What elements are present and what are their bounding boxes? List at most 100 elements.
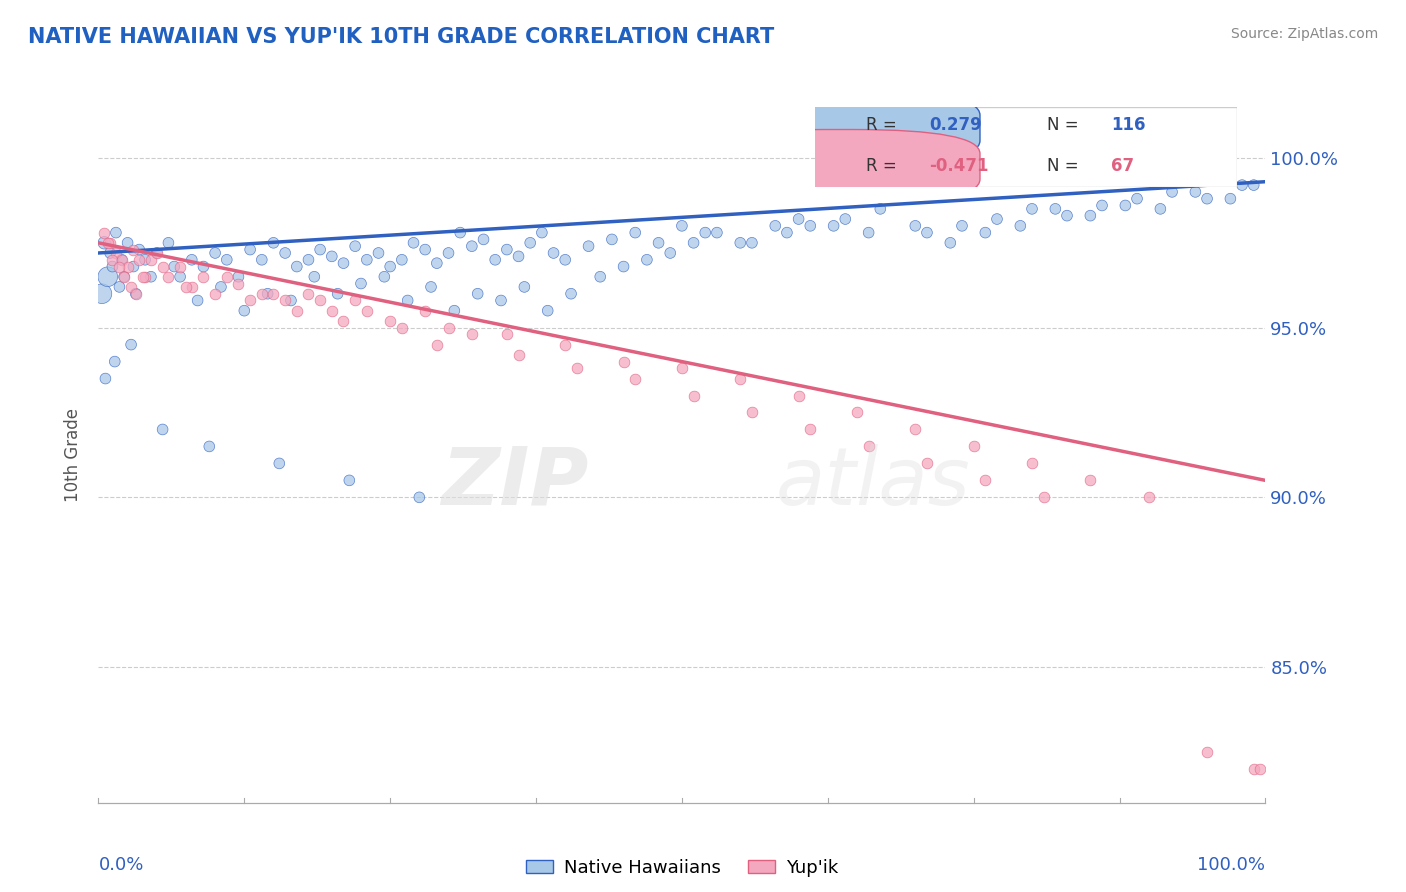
Text: N =: N = xyxy=(1047,158,1084,176)
Point xyxy=(97,235,120,250)
Point xyxy=(443,303,465,318)
Point xyxy=(950,219,973,233)
Text: 0.279: 0.279 xyxy=(929,116,983,134)
Point xyxy=(426,256,449,270)
Point xyxy=(125,286,148,301)
Point xyxy=(297,252,319,267)
Point xyxy=(496,327,519,342)
Point xyxy=(600,232,623,246)
Point xyxy=(636,252,658,267)
Point xyxy=(543,246,565,260)
Point xyxy=(671,361,693,376)
Point xyxy=(344,239,367,253)
Point xyxy=(274,293,297,308)
Point xyxy=(93,235,115,250)
Point xyxy=(309,243,332,257)
Point xyxy=(139,269,162,284)
Point xyxy=(904,422,927,436)
Point xyxy=(97,269,120,284)
Point xyxy=(228,269,250,284)
Text: R =: R = xyxy=(866,116,903,134)
Point xyxy=(285,260,308,274)
Point xyxy=(1137,491,1160,505)
Point xyxy=(215,269,238,284)
Point xyxy=(344,293,367,308)
Text: 67: 67 xyxy=(1111,158,1133,176)
Point xyxy=(134,252,156,267)
Point xyxy=(198,439,221,453)
Point xyxy=(578,239,600,253)
Point xyxy=(332,256,354,270)
Point xyxy=(373,269,395,284)
Text: -0.471: -0.471 xyxy=(929,158,988,176)
Point xyxy=(391,320,413,334)
Point xyxy=(624,226,647,240)
Point xyxy=(565,361,588,376)
Point xyxy=(612,354,634,368)
Point xyxy=(228,277,250,291)
Point xyxy=(332,314,354,328)
Point xyxy=(380,260,402,274)
Point xyxy=(461,239,484,253)
Point xyxy=(233,303,256,318)
Point xyxy=(671,219,693,233)
Point xyxy=(180,252,202,267)
Point xyxy=(112,269,135,284)
Point xyxy=(612,260,634,274)
Point xyxy=(125,286,148,301)
Point xyxy=(1230,178,1253,193)
Point xyxy=(484,252,506,267)
Point xyxy=(111,252,134,267)
Point xyxy=(274,246,297,260)
Point xyxy=(117,260,139,274)
Point xyxy=(122,243,145,257)
Point xyxy=(350,277,373,291)
Point xyxy=(193,260,215,274)
Point xyxy=(1249,762,1271,776)
Point xyxy=(180,280,202,294)
Point xyxy=(513,280,536,294)
Point xyxy=(104,354,127,368)
Point xyxy=(128,243,150,257)
Point xyxy=(776,226,799,240)
Point xyxy=(554,252,576,267)
Point xyxy=(869,202,891,216)
Point xyxy=(508,348,530,362)
Point xyxy=(152,422,174,436)
Point xyxy=(1080,209,1102,223)
Point xyxy=(108,260,131,274)
Point xyxy=(108,280,131,294)
Point xyxy=(915,226,938,240)
Point xyxy=(122,260,145,274)
Point xyxy=(139,252,162,267)
Point xyxy=(519,235,541,250)
Point xyxy=(174,280,197,294)
Text: R =: R = xyxy=(866,158,903,176)
FancyBboxPatch shape xyxy=(697,91,980,165)
Point xyxy=(169,260,191,274)
Point xyxy=(90,286,112,301)
Text: 116: 116 xyxy=(1111,116,1146,134)
Point xyxy=(285,303,308,318)
Point xyxy=(1045,202,1067,216)
Point xyxy=(134,269,156,284)
Point xyxy=(437,320,460,334)
Point xyxy=(111,252,134,267)
Point xyxy=(834,212,856,227)
Point xyxy=(799,219,821,233)
Point xyxy=(250,252,273,267)
Point xyxy=(530,226,553,240)
Point xyxy=(846,405,869,419)
Point xyxy=(94,371,117,385)
Point xyxy=(1126,192,1149,206)
Point xyxy=(986,212,1008,227)
Point xyxy=(187,293,209,308)
Point xyxy=(120,337,142,351)
Point xyxy=(426,337,449,351)
Point xyxy=(120,280,142,294)
Text: N =: N = xyxy=(1047,116,1084,134)
Point xyxy=(396,293,419,308)
Point xyxy=(101,260,124,274)
Point xyxy=(250,286,273,301)
Point xyxy=(420,280,443,294)
